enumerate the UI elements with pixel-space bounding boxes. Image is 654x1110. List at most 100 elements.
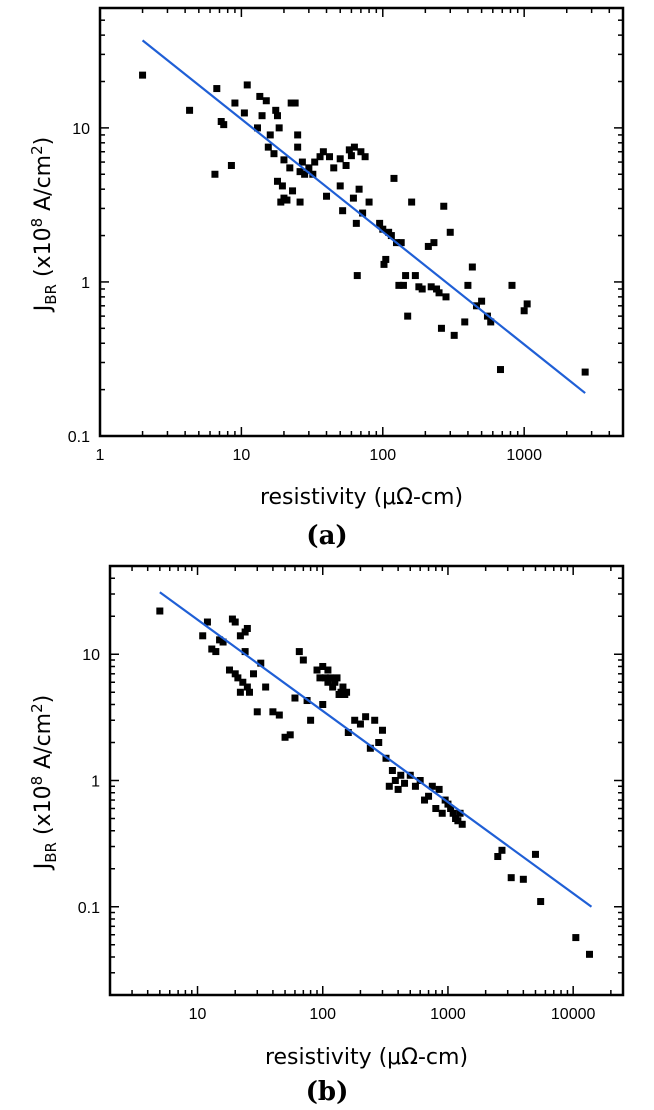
chart-b-data-point (231, 670, 239, 678)
chart-b-x-axis-label: resistivity (μΩ-cm) (265, 1045, 468, 1070)
chart-b-data-point (236, 688, 244, 696)
chart-b-data-point (425, 792, 433, 800)
chart-b-data-point (199, 632, 207, 640)
chart-b-data-point (295, 648, 303, 656)
chart-a-data-point (294, 143, 302, 151)
chart-a-data-point (379, 225, 387, 233)
chart-b-data-point (269, 708, 277, 716)
chart-b-y-axis-label-part: ) (31, 695, 56, 704)
chart-a-data-point (442, 293, 450, 301)
chart-b-data-point (572, 934, 580, 942)
chart-a-data-point (461, 318, 469, 326)
chart-b-data-point (257, 659, 265, 667)
chart-b-data-point (331, 678, 339, 686)
chart-b-y-axis-label-part: 8 (28, 776, 46, 786)
chart-a-data-point (298, 158, 306, 166)
chart-a-data-point (316, 153, 324, 161)
chart-b-data-point (421, 796, 429, 804)
chart-a-data-point (213, 85, 221, 93)
chart-a-data-point (264, 143, 272, 151)
chart-a-data-point (326, 153, 334, 161)
chart-b-data-point (321, 674, 329, 682)
chart-a-data-point (339, 207, 347, 215)
chart-a-data-point (319, 148, 327, 156)
chart-b-data-point (156, 607, 164, 615)
chart-a-data-point (347, 152, 355, 160)
chart-a-data-point (487, 318, 495, 326)
chart-b-data-point (388, 767, 396, 775)
chart-b-data-point (313, 666, 321, 674)
chart-b-panel-label: (b) (306, 1077, 349, 1107)
chart-a-data-point (280, 156, 288, 164)
chart-a-data-point (278, 182, 286, 190)
chart-a-x-tick-label: 1 (96, 447, 105, 464)
chart-b-data-point (236, 632, 244, 640)
chart-a-plot-frame (98, 6, 625, 438)
chart-b-data-point (216, 636, 224, 644)
chart-a-data-point (450, 331, 458, 339)
chart-a-data-point (520, 307, 528, 315)
chart-b-data-point (444, 800, 452, 808)
chart-b-data-point (243, 624, 251, 632)
chart-b-data-point (299, 656, 307, 664)
chart-a-data-point (294, 131, 302, 139)
chart-b-y-axis-label-part: J (31, 863, 56, 872)
chart-b-data-point (378, 726, 386, 734)
chart-a-data-point (231, 99, 239, 107)
chart-a-data-point (496, 366, 504, 374)
chart-a-data-point (402, 272, 410, 280)
chart-a-data-point (437, 324, 445, 332)
chart-a-data-point (254, 124, 262, 132)
chart-b-data-point (585, 950, 593, 958)
chart-a-data-point (418, 285, 426, 293)
chart-a-data-point (311, 158, 319, 166)
chart-a-data-point (355, 185, 363, 193)
chart-b-plot-frame (108, 564, 625, 997)
chart-b-data-point (391, 777, 399, 784)
chart-a-data-point (240, 109, 248, 117)
chart-b-data-point (253, 708, 261, 716)
chart-a-y-axis-label-part: (x10 (31, 227, 56, 284)
chart-b-data-point (208, 645, 216, 653)
chart-b-data-point (324, 666, 332, 674)
chart-b-data-point (432, 805, 440, 813)
chart-b-y-tick-label: 10 (82, 647, 100, 664)
chart-a-data-point (433, 285, 441, 293)
chart-b-data-point (326, 674, 334, 682)
chart-a-data-point (305, 164, 313, 172)
chart-a-data-point (287, 99, 295, 107)
chart-b-data-point (337, 688, 345, 696)
chart-a-data-point (323, 192, 331, 200)
chart-a-fit-line (141, 39, 586, 394)
chart-b-data-point (344, 728, 352, 736)
chart-a-data-point (352, 219, 360, 227)
chart-b-x-tick-label: 100 (309, 1006, 336, 1023)
chart-b-data-point (438, 809, 446, 817)
chart-b-data-point (401, 779, 409, 787)
chart-a-data-point (289, 187, 297, 195)
chart-b-data-point (385, 782, 393, 790)
chart-b-data-point (531, 850, 539, 858)
chart-a-data-point (361, 153, 369, 161)
chart-b-data-point (275, 711, 283, 719)
chart-a-data-point (376, 219, 384, 227)
chart-b-data-point (519, 875, 527, 883)
chart-b-y-axis-label-part: BR (42, 842, 60, 863)
chart-a-data-point (291, 99, 299, 107)
chart-a-data-point (581, 368, 589, 376)
chart-b-data-point (394, 785, 402, 793)
chart-b-data-point (324, 678, 332, 686)
chart-a-data-point (273, 177, 281, 185)
chart-a-data-point (382, 255, 390, 263)
chart-a-data-point (301, 170, 309, 178)
chart-a-data-point (309, 170, 317, 178)
chart-b-y-axis-label: JBR (x108 A/cm2) (28, 695, 60, 871)
chart-a-data-point (256, 92, 264, 100)
chart-a-data-point (404, 312, 412, 320)
chart-b-data-point (428, 782, 436, 790)
chart-a-data-point (272, 106, 280, 114)
chart-b-data-point (319, 662, 327, 670)
chart-a-data-point (211, 170, 219, 178)
chart-a-data-point (357, 148, 365, 156)
